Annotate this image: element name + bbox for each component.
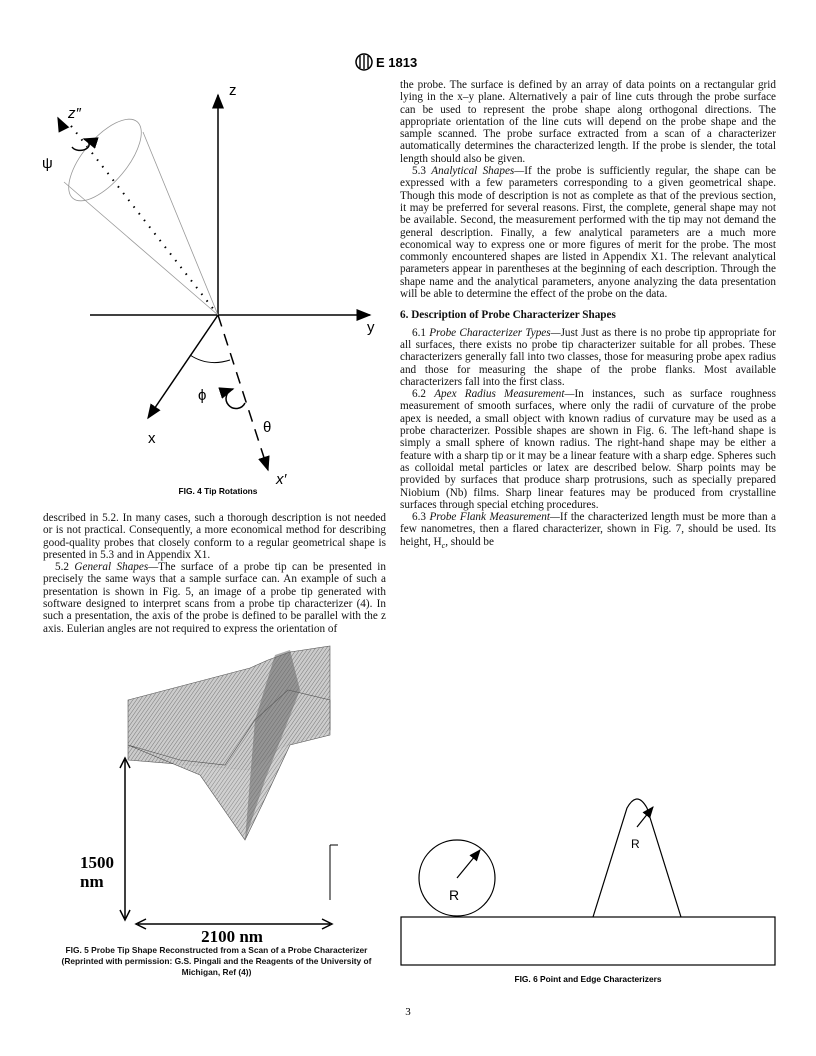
fig5-caption-box: FIG. 5 Probe Tip Shape Reconstructed fro… — [61, 945, 372, 977]
page-number: 3 — [405, 1006, 411, 1018]
fig5-caption: FIG. 5 Probe Tip Shape Reconstructed fro… — [61, 945, 372, 977]
header-code: E 1813 — [376, 55, 417, 70]
fig6-label: R — [631, 837, 640, 851]
fig5-height-unit: nm — [80, 872, 104, 891]
clause-title: Analytical Shapes— — [431, 165, 525, 178]
paragraph: 6.3 Probe Flank Measurement—If the chara… — [400, 511, 776, 550]
paragraph-text: In instances, such as surface roughness … — [400, 388, 776, 511]
clause-title: Probe Characterizer Types— — [429, 326, 561, 339]
fig4-label: z″ — [67, 105, 82, 122]
paragraph-text: Just Just as there is no probe tip appro… — [400, 326, 776, 388]
right-column: the probe. The surface is defined by an … — [400, 79, 776, 550]
paragraph: described in 5.2. In many cases, such a … — [43, 512, 386, 561]
fig4-label: x′ — [275, 471, 288, 488]
paragraph-text: The surface of a probe tip can be presen… — [43, 561, 386, 635]
fig4-label: ϕ — [198, 387, 206, 404]
clause-title: Probe Flank Measurement— — [429, 511, 560, 524]
clause-title: General Shapes— — [74, 561, 159, 574]
fig4-caption: FIG. 4 Tip Rotations — [179, 486, 258, 496]
clause-number: 6.1 — [412, 326, 426, 339]
paragraph: 5.2 General Shapes—The surface of a prob… — [43, 561, 386, 635]
paragraph: 6.2 Apex Radius Measurement—In instances… — [400, 388, 776, 511]
clause-number: 6.3 — [412, 511, 426, 524]
paragraph-text: If the probe is sufficiently regular, th… — [400, 165, 777, 301]
paragraph-text: , should be — [445, 535, 494, 548]
fig4-diagram — [57, 93, 372, 472]
astm-logo — [355, 53, 373, 71]
fig5-height-label: 1500 — [80, 853, 114, 872]
fig4-label: z — [229, 82, 237, 99]
section-heading: 6. Description of Probe Characterizer Sh… — [400, 309, 616, 322]
fig4-label: ψ — [42, 155, 53, 172]
fig6-label: R — [449, 887, 459, 903]
fig5-width-label: 2100 nm — [201, 927, 263, 946]
paragraph: the probe. The surface is defined by an … — [400, 79, 776, 165]
clause-number: 5.2 — [55, 561, 69, 574]
clause-title: Apex Radius Measurement— — [434, 388, 575, 401]
fig4-label: y — [367, 319, 375, 336]
fig6-diagram — [400, 798, 776, 966]
left-column: described in 5.2. In many cases, such a … — [43, 512, 386, 635]
fig6-caption: FIG. 6 Point and Edge Characterizers — [514, 974, 661, 984]
paragraph-text: If the characterized length must be more… — [400, 511, 776, 548]
paragraph: 6.1 Probe Characterizer Types—Just Just … — [400, 327, 776, 388]
paragraph: 5.3 Analytical Shapes—If the probe is su… — [400, 165, 776, 300]
paragraph-text: described in 5.2. In many cases, such a … — [43, 512, 386, 561]
clause-number: 6.2 — [412, 388, 426, 401]
fig4-label: θ — [263, 419, 271, 436]
subscript: c — [441, 540, 446, 550]
fig5-image — [119, 645, 338, 930]
paragraph-text: the probe. The surface is defined by an … — [400, 79, 776, 165]
fig4-label: x — [148, 430, 156, 447]
clause-number: 5.3 — [412, 165, 426, 178]
